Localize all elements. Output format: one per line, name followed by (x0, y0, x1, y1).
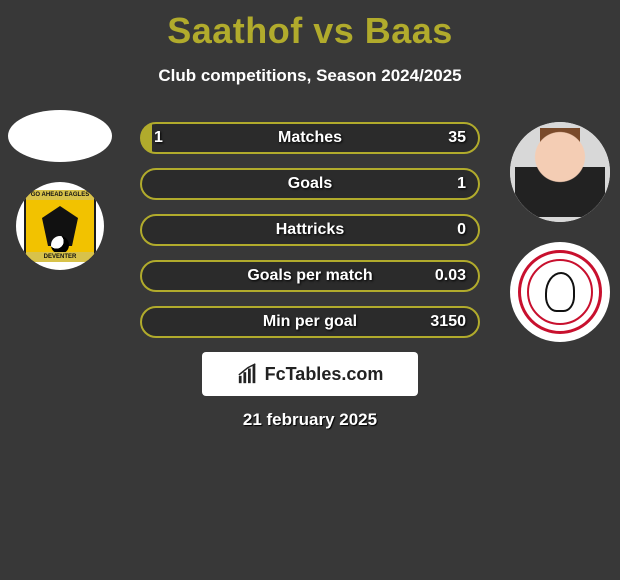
stat-label: Min per goal (263, 313, 357, 331)
player1-photo-placeholder (8, 110, 112, 162)
stat-bar: Min per goal 3150 (140, 306, 480, 338)
stat-value-right: 0 (457, 221, 466, 239)
stat-label: Goals per match (247, 267, 372, 285)
bar-chart-icon (237, 363, 259, 385)
stat-bar: Hattricks 0 (140, 214, 480, 246)
stat-label: Matches (278, 129, 342, 147)
stat-value-right: 1 (457, 175, 466, 193)
stat-bar-fill (142, 124, 152, 152)
stat-label: Hattricks (276, 221, 344, 239)
player-face-icon (510, 122, 610, 222)
stat-value-right: 35 (448, 129, 466, 147)
crest-banner-top: GO AHEAD EAGLES (26, 190, 94, 200)
branding-text: FcTables.com (265, 364, 384, 385)
page-title: Saathof vs Baas (0, 0, 620, 52)
player2-club-crest (510, 242, 610, 342)
branding-box: FcTables.com (202, 352, 418, 396)
stat-label: Goals (288, 175, 332, 193)
stat-value-right: 0.03 (435, 267, 466, 285)
ajax-head-icon (545, 272, 575, 312)
stats-container: 1 Matches 35 Goals 1 Hattricks 0 Goals per matc… (140, 122, 480, 338)
stat-bar: 1 Matches 35 (140, 122, 480, 154)
crest-banner-bottom: DEVENTER (26, 252, 94, 262)
subtitle: Club competitions, Season 2024/2025 (0, 66, 620, 86)
left-column: GO AHEAD EAGLES DEVENTER (10, 110, 110, 270)
stat-bar: Goals 1 (140, 168, 480, 200)
stat-value-left: 1 (154, 129, 163, 147)
stat-value-right: 3150 (430, 313, 466, 331)
right-column (510, 122, 610, 342)
ajax-crest-icon (518, 250, 602, 334)
eagles-crest-icon: GO AHEAD EAGLES DEVENTER (24, 190, 96, 262)
player1-club-crest: GO AHEAD EAGLES DEVENTER (16, 182, 104, 270)
date-text: 21 february 2025 (0, 410, 620, 430)
player2-photo (510, 122, 610, 222)
stat-bar: Goals per match 0.03 (140, 260, 480, 292)
